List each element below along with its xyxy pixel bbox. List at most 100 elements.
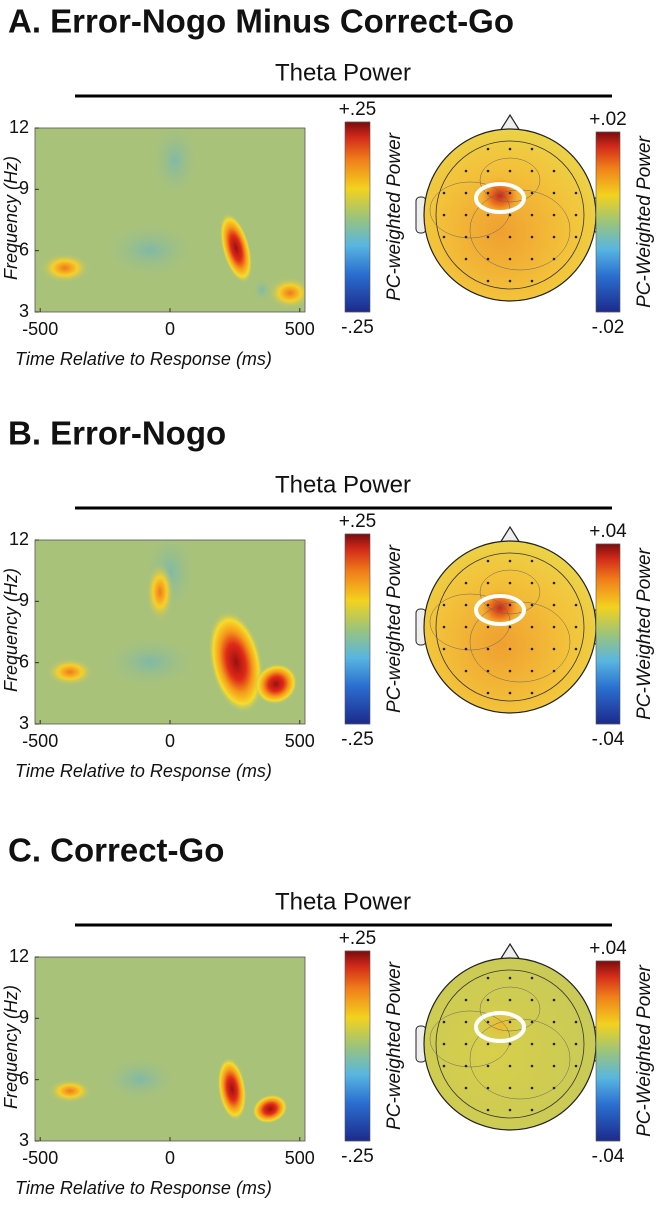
electrode <box>464 213 468 217</box>
electrode <box>464 647 468 651</box>
electrode <box>464 191 468 195</box>
x-tick-label: 0 <box>165 731 175 751</box>
electrode <box>442 647 446 651</box>
x-tick-label: 500 <box>285 1148 315 1168</box>
electrode <box>530 559 534 563</box>
colorbar-tick-label: +.04 <box>589 521 627 542</box>
electrode <box>486 1086 490 1090</box>
electrode <box>552 1042 556 1046</box>
electrode <box>508 169 512 173</box>
x-tick-label: -500 <box>22 319 58 339</box>
panel-subtitle: Theta Power <box>275 471 411 498</box>
electrode <box>530 1042 534 1046</box>
electrode <box>486 169 490 173</box>
heatmap-field <box>40 128 305 309</box>
y-tick-label: 3 <box>19 713 29 733</box>
electrode <box>574 1064 578 1068</box>
electrode <box>508 581 512 585</box>
electrode <box>486 235 490 239</box>
electrode <box>464 603 468 607</box>
electrode <box>442 191 446 195</box>
panel-subtitle: Theta Power <box>275 59 411 86</box>
electrode <box>508 998 512 1002</box>
y-tick-label: 6 <box>19 239 29 259</box>
colorbar <box>344 533 371 725</box>
electrode <box>486 581 490 585</box>
electrode <box>508 191 512 195</box>
electrode <box>530 1086 534 1090</box>
y-tick-label: 9 <box>19 178 29 198</box>
y-tick-label: 3 <box>19 1130 29 1150</box>
electrode <box>464 581 468 585</box>
electrode <box>464 625 468 629</box>
heat-blob <box>100 220 200 280</box>
electrode <box>486 1020 490 1024</box>
electrode <box>552 169 556 173</box>
electrode <box>508 279 512 283</box>
colorbar-tick-label: -.04 <box>592 1146 625 1167</box>
electrode <box>552 625 556 629</box>
electrode <box>486 1108 490 1112</box>
colorbar-label: PC-weighted Power <box>384 544 405 713</box>
y-tick-label: 9 <box>19 1007 29 1027</box>
electrode <box>530 1064 534 1068</box>
electrode <box>530 976 534 980</box>
heat-blob <box>146 562 174 622</box>
panel-subtitle: Theta Power <box>275 888 411 915</box>
electrode <box>530 998 534 1002</box>
electrode <box>530 1108 534 1112</box>
electrode <box>464 998 468 1002</box>
colorbar <box>595 960 621 1142</box>
contour <box>479 569 541 615</box>
electrode <box>508 1042 512 1046</box>
colorbar-tick-label: -.04 <box>592 729 625 750</box>
electrode <box>574 1020 578 1024</box>
electrode <box>530 581 534 585</box>
electrode <box>552 998 556 1002</box>
electrode <box>486 1042 490 1046</box>
heat-blob <box>100 634 200 690</box>
y-tick-label: 12 <box>9 529 29 549</box>
y-tick-label: 12 <box>9 117 29 137</box>
electrode <box>508 603 512 607</box>
colorbar-label: PC-Weighted Power <box>634 135 655 307</box>
electrode <box>442 625 446 629</box>
heatmap-field <box>46 540 298 714</box>
electrode <box>552 603 556 607</box>
inner-ring <box>435 552 585 702</box>
panel: C. Correct-Go Theta Power -500 0 500 3 6 9 12 Tim… <box>1 832 655 1198</box>
electrode <box>574 1042 578 1046</box>
roi-marker <box>474 182 526 214</box>
electrode <box>442 213 446 217</box>
x-tick-label: 500 <box>285 319 315 339</box>
electrode <box>486 647 490 651</box>
electrode <box>464 1064 468 1068</box>
heat-blob <box>150 128 200 200</box>
electrode <box>486 976 490 980</box>
y-axis-label: Frequency (Hz) <box>1 156 21 280</box>
electrode <box>464 235 468 239</box>
y-tick-label: 12 <box>9 946 29 966</box>
electrode <box>552 1086 556 1090</box>
electrode <box>508 213 512 217</box>
colorbar-tick-label: +.25 <box>339 511 377 532</box>
electrode <box>530 169 534 173</box>
electrode <box>464 169 468 173</box>
nose <box>499 113 521 132</box>
roi-marker <box>474 594 526 626</box>
y-axis-label: Frequency (Hz) <box>1 985 21 1109</box>
inner-ring <box>435 140 585 290</box>
x-tick-label: 0 <box>165 1148 175 1168</box>
electrode <box>486 603 490 607</box>
electrode <box>574 647 578 651</box>
heat-blob <box>219 213 253 283</box>
electrode <box>508 669 512 673</box>
electrode <box>530 1020 534 1024</box>
panel-title: A. Error-Nogo Minus Correct-Go <box>8 3 514 40</box>
electrode <box>574 625 578 629</box>
electrode <box>486 691 490 695</box>
electrode <box>530 213 534 217</box>
electrode <box>464 669 468 673</box>
heatmap-field <box>48 1055 288 1124</box>
electrode <box>552 647 556 651</box>
